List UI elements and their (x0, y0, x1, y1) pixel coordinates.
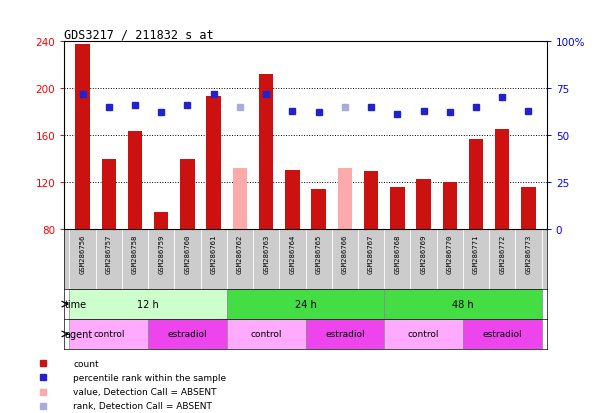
Text: time: time (65, 299, 87, 309)
Bar (180, 159, 195, 230)
Text: GSM286770: GSM286770 (447, 235, 453, 274)
Bar (233, 169, 247, 230)
Bar (285, 171, 299, 230)
Text: control: control (93, 330, 125, 339)
Bar (227, 319, 306, 349)
Bar (70, 319, 148, 349)
Text: GSM286764: GSM286764 (290, 235, 295, 274)
Text: GSM286756: GSM286756 (79, 235, 86, 274)
Text: estradiol: estradiol (325, 330, 365, 339)
Bar (227, 290, 384, 319)
Bar (495, 130, 510, 230)
Bar (521, 188, 536, 230)
Text: GDS3217 / 211832_s_at: GDS3217 / 211832_s_at (64, 28, 214, 40)
Bar (128, 132, 142, 230)
Text: GSM286759: GSM286759 (158, 235, 164, 274)
Bar (101, 159, 116, 230)
Text: GSM286757: GSM286757 (106, 235, 112, 274)
Bar (469, 139, 483, 230)
Text: estradiol: estradiol (167, 330, 207, 339)
Bar (70, 290, 227, 319)
Text: control: control (251, 330, 282, 339)
Bar (148, 319, 227, 349)
Text: 24 h: 24 h (295, 299, 316, 309)
Bar (364, 172, 378, 230)
Text: 48 h: 48 h (452, 299, 474, 309)
Bar (384, 290, 541, 319)
Bar (384, 319, 463, 349)
Bar (259, 75, 273, 230)
Text: GSM286761: GSM286761 (211, 235, 217, 274)
Text: GSM286769: GSM286769 (420, 235, 426, 274)
Text: GSM286773: GSM286773 (525, 235, 532, 274)
Text: GSM286765: GSM286765 (316, 235, 321, 274)
Text: agent: agent (65, 329, 93, 339)
Text: GSM286768: GSM286768 (394, 235, 400, 274)
Bar (338, 169, 352, 230)
Bar (306, 319, 384, 349)
Text: GSM286763: GSM286763 (263, 235, 269, 274)
Text: GSM286771: GSM286771 (473, 235, 479, 274)
Bar (442, 183, 457, 230)
Text: 12 h: 12 h (137, 299, 159, 309)
Bar (75, 45, 90, 230)
Bar (312, 190, 326, 230)
Bar (207, 97, 221, 230)
Text: count: count (73, 359, 99, 368)
Bar (416, 179, 431, 230)
Text: GSM286758: GSM286758 (132, 235, 138, 274)
Bar (390, 188, 404, 230)
Text: percentile rank within the sample: percentile rank within the sample (73, 373, 227, 382)
Text: GSM286772: GSM286772 (499, 235, 505, 274)
Bar (154, 212, 169, 230)
Text: estradiol: estradiol (483, 330, 522, 339)
Text: value, Detection Call = ABSENT: value, Detection Call = ABSENT (73, 387, 217, 396)
Text: rank, Detection Call = ABSENT: rank, Detection Call = ABSENT (73, 401, 212, 411)
Text: GSM286766: GSM286766 (342, 235, 348, 274)
Bar (463, 319, 541, 349)
Text: GSM286760: GSM286760 (185, 235, 191, 274)
Text: GSM286762: GSM286762 (237, 235, 243, 274)
Text: GSM286767: GSM286767 (368, 235, 374, 274)
Text: control: control (408, 330, 439, 339)
